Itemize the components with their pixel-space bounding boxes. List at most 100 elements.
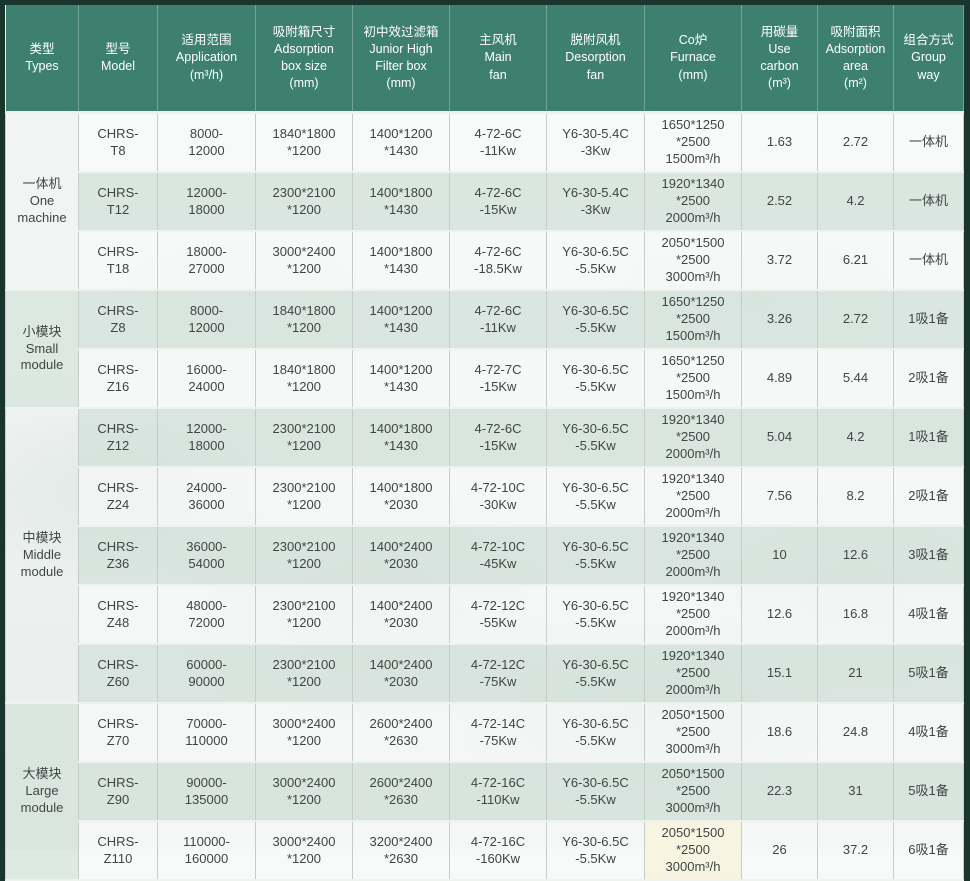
cell-application: 48000- 72000 bbox=[157, 584, 256, 645]
table-row: 大模块 Large module CHRS- Z70 70000- 110000 30… bbox=[5, 702, 964, 881]
cell-filter: 1400*2400 *2030 bbox=[352, 584, 450, 645]
table-row: 小模块 Small module CHRS- Z8 8000- 12000 1840*… bbox=[5, 289, 964, 409]
header-row: 类型 Types 型号 Model 适用范围 Application (m³/h) 吸… bbox=[5, 5, 964, 114]
cell-filter: 1400*1800 *2030 bbox=[352, 466, 450, 527]
cell-desorption-fan: Y6-30-6.5C -5.5Kw bbox=[546, 407, 645, 468]
group-cell: 大模块 Large module bbox=[5, 702, 79, 881]
cell-model: CHRS- Z110 bbox=[78, 820, 158, 881]
cell-area: 21 bbox=[817, 643, 894, 704]
cell-group-way: 5吸1备 bbox=[893, 761, 964, 822]
cell-main-fan: 4-72-10C -30Kw bbox=[449, 466, 547, 527]
cell-box: 2300*2100 *1200 bbox=[255, 466, 353, 527]
cell-group-way: 4吸1备 bbox=[893, 702, 964, 763]
cell-furnace: 1920*1340 *2500 2000m³/h bbox=[644, 171, 742, 232]
cell-area: 4.2 bbox=[817, 407, 894, 468]
cell-area: 12.6 bbox=[817, 525, 894, 586]
cell-desorption-fan: Y6-30-6.5C -5.5Kw bbox=[546, 643, 645, 704]
table-row: 一体机 One machine CHRS- T8 8000- 12000 1840*1… bbox=[5, 111, 964, 291]
cell-carbon: 15.1 bbox=[741, 643, 818, 704]
cell-desorption-fan: Y6-30-5.4C -3Kw bbox=[546, 111, 645, 173]
cell-model: CHRS- Z70 bbox=[78, 702, 158, 763]
cell-area: 5.44 bbox=[817, 348, 894, 409]
table-row: CHRS- Z24 24000- 36000 2300*2100 *1200 1400… bbox=[6, 466, 964, 527]
cell-group-way: 6吸1备 bbox=[893, 820, 964, 881]
cell-furnace: 1650*1250 *2500 1500m³/h bbox=[644, 289, 742, 350]
group-cell: 一体机 One machine bbox=[5, 111, 79, 291]
cell-desorption-fan: Y6-30-6.5C -5.5Kw bbox=[546, 525, 645, 586]
column-header-furnace: Co炉 Furnace (mm) bbox=[644, 5, 742, 114]
cell-model: CHRS- T12 bbox=[78, 171, 158, 232]
cell-filter: 1400*2400 *2030 bbox=[352, 643, 450, 704]
cell-application: 36000- 54000 bbox=[157, 525, 256, 586]
table-row: CHRS- Z90 90000- 135000 3000*2400 *1200 260… bbox=[6, 761, 964, 822]
cell-model: CHRS- T8 bbox=[78, 111, 158, 173]
cell-box: 1840*1800 *1200 bbox=[255, 111, 353, 173]
cell-group-way: 一体机 bbox=[893, 230, 964, 291]
cell-filter: 1400*1200 *1430 bbox=[352, 348, 450, 409]
cell-application: 60000- 90000 bbox=[157, 643, 256, 704]
cell-area: 37.2 bbox=[817, 820, 894, 881]
spec-table: 类型 Types 型号 Model 适用范围 Application (m³/h) 吸… bbox=[5, 5, 964, 881]
table-row: 中模块 Middle module CHRS- Z12 12000- 18000 23… bbox=[5, 407, 964, 704]
cell-box: 1840*1800 *1200 bbox=[255, 348, 353, 409]
cell-filter: 3200*2400 *2630 bbox=[352, 820, 450, 881]
cell-carbon: 18.6 bbox=[741, 702, 818, 763]
cell-desorption-fan: Y6-30-6.5C -5.5Kw bbox=[546, 289, 645, 350]
column-header-desorption-fan: 脱附风机 Desorption fan bbox=[546, 5, 645, 114]
cell-carbon: 10 bbox=[741, 525, 818, 586]
cell-carbon: 5.04 bbox=[741, 407, 818, 468]
cell-group-way: 4吸1备 bbox=[893, 584, 964, 645]
cell-model: CHRS- Z16 bbox=[78, 348, 158, 409]
cell-group-way: 1吸1备 bbox=[893, 289, 964, 350]
cell-desorption-fan: Y6-30-6.5C -5.5Kw bbox=[546, 820, 645, 881]
cell-area: 16.8 bbox=[817, 584, 894, 645]
cell-model: CHRS- Z60 bbox=[78, 643, 158, 704]
cell-box: 3000*2400 *1200 bbox=[255, 702, 353, 763]
cell-carbon: 3.26 bbox=[741, 289, 818, 350]
cell-application: 12000- 18000 bbox=[157, 407, 256, 468]
cell-filter: 2600*2400 *2630 bbox=[352, 702, 450, 763]
cell-filter: 2600*2400 *2630 bbox=[352, 761, 450, 822]
cell-filter: 1400*1800 *1430 bbox=[352, 230, 450, 291]
cell-main-fan: 4-72-12C -75Kw bbox=[449, 643, 547, 704]
cell-main-fan: 4-72-14C -75Kw bbox=[449, 702, 547, 763]
cell-area: 24.8 bbox=[817, 702, 894, 763]
table-row: CHRS- Z60 60000- 90000 2300*2100 *1200 1400… bbox=[6, 643, 964, 704]
cell-box: 3000*2400 *1200 bbox=[255, 820, 353, 881]
cell-application: 8000- 12000 bbox=[157, 289, 256, 350]
cell-furnace: 1920*1340 *2500 2000m³/h bbox=[644, 643, 742, 704]
cell-desorption-fan: Y6-30-6.5C -5.5Kw bbox=[546, 466, 645, 527]
cell-desorption-fan: Y6-30-5.4C -3Kw bbox=[546, 171, 645, 232]
cell-carbon: 4.89 bbox=[741, 348, 818, 409]
group-cell: 小模块 Small module bbox=[5, 289, 79, 409]
cell-main-fan: 4-72-10C -45Kw bbox=[449, 525, 547, 586]
cell-carbon: 22.3 bbox=[741, 761, 818, 822]
cell-main-fan: 4-72-6C -11Kw bbox=[449, 111, 547, 173]
cell-application: 18000- 27000 bbox=[157, 230, 256, 291]
cell-application: 90000- 135000 bbox=[157, 761, 256, 822]
column-header-adsorption-box-size: 吸附箱尺寸 Adsorption box size (mm) bbox=[255, 5, 353, 114]
cell-carbon: 26 bbox=[741, 820, 818, 881]
cell-carbon: 3.72 bbox=[741, 230, 818, 291]
cell-carbon: 1.63 bbox=[741, 111, 818, 173]
table-row: CHRS- Z16 16000- 24000 1840*1800 *1200 1400… bbox=[6, 348, 964, 409]
cell-area: 6.21 bbox=[817, 230, 894, 291]
cell-area: 2.72 bbox=[817, 111, 894, 173]
cell-box: 2300*2100 *1200 bbox=[255, 407, 353, 468]
cell-model: CHRS- Z24 bbox=[78, 466, 158, 527]
cell-group-way: 3吸1备 bbox=[893, 525, 964, 586]
cell-model: CHRS- Z90 bbox=[78, 761, 158, 822]
cell-box: 2300*2100 *1200 bbox=[255, 525, 353, 586]
table-row: CHRS- Z48 48000- 72000 2300*2100 *1200 1400… bbox=[6, 584, 964, 645]
column-header-filter-box: 初中效过滤箱 Junior High Filter box (mm) bbox=[352, 5, 450, 114]
cell-filter: 1400*1800 *1430 bbox=[352, 171, 450, 232]
table-body: 一体机 One machine CHRS- T8 8000- 12000 1840*1… bbox=[5, 111, 964, 881]
cell-main-fan: 4-72-6C -15Kw bbox=[449, 407, 547, 468]
cell-model: CHRS- Z12 bbox=[78, 407, 158, 468]
cell-desorption-fan: Y6-30-6.5C -5.5Kw bbox=[546, 230, 645, 291]
cell-area: 8.2 bbox=[817, 466, 894, 527]
cell-main-fan: 4-72-16C -160Kw bbox=[449, 820, 547, 881]
cell-main-fan: 4-72-6C -18.5Kw bbox=[449, 230, 547, 291]
cell-furnace: 2050*1500 *2500 3000m³/h bbox=[644, 761, 742, 822]
